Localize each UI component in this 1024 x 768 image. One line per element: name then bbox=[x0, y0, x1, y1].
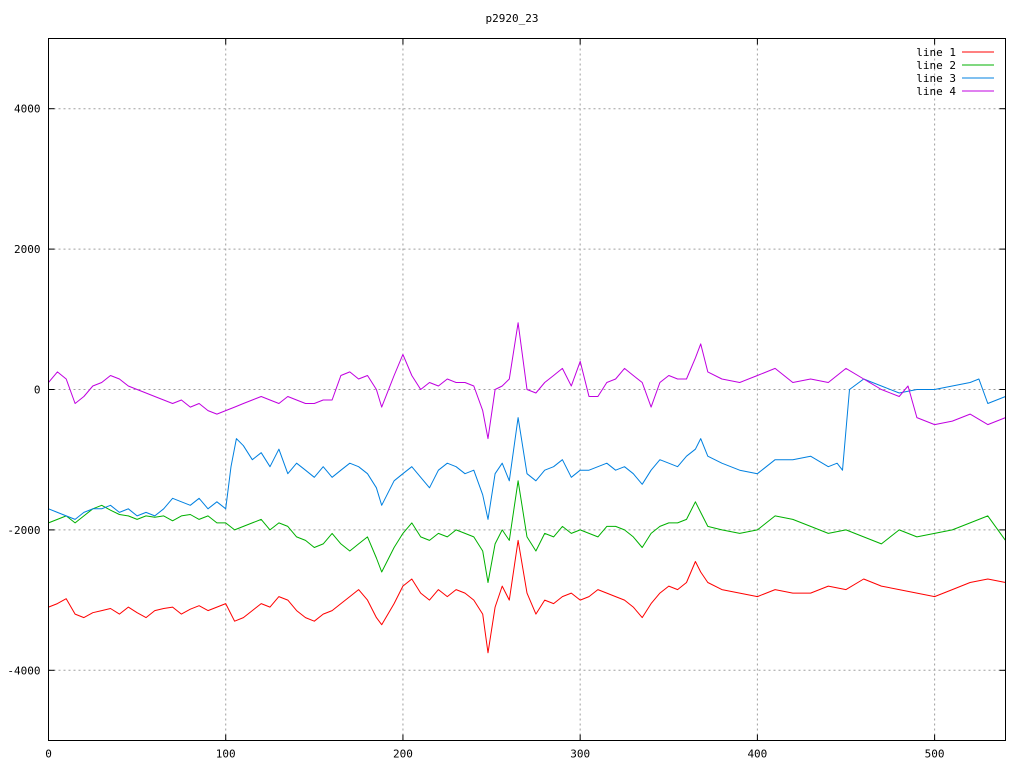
series-line-2 bbox=[48, 480, 1006, 583]
y-tick-label: 4000 bbox=[14, 103, 41, 116]
y-tick-label: 2000 bbox=[14, 243, 41, 256]
x-tick-label: 0 bbox=[45, 748, 52, 761]
series-line-4 bbox=[48, 322, 1006, 440]
x-tick-label: 300 bbox=[570, 748, 590, 761]
legend-label: line 2 bbox=[916, 59, 956, 72]
axis-ticks: 0 100 200 300 400 500 -4000 -2000 0 2000 4000 bbox=[7, 38, 1006, 761]
legend-label: line 4 bbox=[916, 85, 956, 98]
chart-title: p2920_23 bbox=[486, 12, 539, 25]
x-tick-label: 500 bbox=[925, 748, 945, 761]
y-tick-label: 0 bbox=[34, 384, 41, 397]
series-group bbox=[48, 322, 1006, 654]
x-tick-label: 400 bbox=[747, 748, 767, 761]
x-tick-label: 100 bbox=[216, 748, 236, 761]
legend-label: line 3 bbox=[916, 72, 956, 85]
x-tick-label: 200 bbox=[393, 748, 413, 761]
series-line-3 bbox=[48, 378, 1006, 520]
series-line-1 bbox=[48, 539, 1006, 654]
y-tick-label: -4000 bbox=[7, 664, 40, 677]
legend-label: line 1 bbox=[916, 46, 956, 59]
y-tick-label: -2000 bbox=[7, 524, 40, 537]
